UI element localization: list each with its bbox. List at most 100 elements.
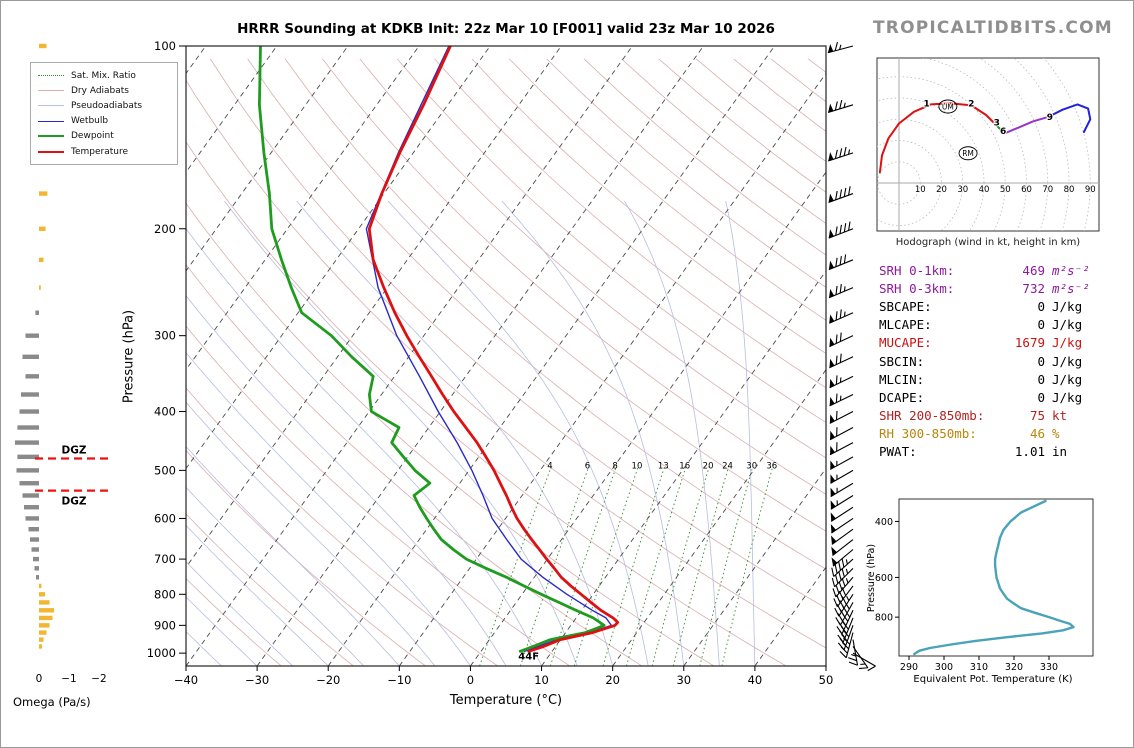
ring-label: 10 [915,185,926,195]
barb-full [835,285,838,295]
omega-bar-down [36,575,39,580]
omega-bar-down [25,374,39,379]
dgz-markers: DGZ DGZ [35,445,113,508]
wind-barb [834,567,854,588]
wind-barb [835,576,854,598]
hodograph-ring [978,58,1049,231]
thetae-pressure-tick: 400 [875,517,893,528]
omega-bar-up [39,285,41,290]
dry-adiabat-line [509,58,826,321]
hodograph-content: 10 20 30 40 50 60 70 80 90 1 2 36 9 UM RM [877,58,1099,231]
barb-full [839,650,847,659]
stat-value: 1679 [1014,335,1045,351]
omega-bar-up [39,623,50,628]
pressure-tick-label: 300 [154,329,176,343]
barb-pennant [829,288,835,298]
stat-label: MLCAPE: [879,317,932,333]
pseudoadiabat-line [186,631,222,666]
legend-item: Dry Adiabats [38,83,170,98]
mixing-ratio-label: 13 [658,461,669,471]
stat-row-sbcape: SBCAPE: 0 J/kg [879,297,1104,315]
barb-full [839,256,842,266]
omega-bar-down [28,527,39,532]
dry-adiabat-line [186,578,282,666]
barb-half [839,44,842,50]
stat-unit: J/kg [1052,335,1083,351]
mixing-ratio-label: 16 [679,461,690,471]
stat-label: DCAPE: [879,389,925,405]
legend-line-sample [38,90,64,92]
stat-value: 0 [1037,317,1045,333]
isotherm-line [683,467,826,666]
barb-full [835,393,838,403]
stat-unit: J/kg [1052,389,1083,405]
omega-bar-down [22,493,39,498]
pseudoadiabat-line [186,486,365,666]
barb-full [843,254,847,264]
wind-barb [832,549,854,567]
wetbulb-line [365,46,613,652]
stat-value: 0 [1037,353,1045,369]
dry-adiabat-line [322,58,826,495]
isotherm-line [470,171,826,666]
skewt-frame [185,45,827,667]
hodograph-ring [877,118,964,231]
barb-full [839,332,842,342]
dry-adiabat-line [284,58,826,532]
pressure-tick-label: 400 [154,405,176,419]
barb-full [833,598,838,607]
pseudoadiabat-line [186,352,471,666]
legend-label: Pseudoadiabats [71,100,143,111]
mixing-ratio-label: 36 [766,461,777,471]
barb-full [843,223,847,233]
barb-full [831,567,835,577]
barb-pennant [830,512,836,522]
pressure-tick-label: 900 [154,618,176,632]
thetae-temp-tick: 310 [970,662,988,673]
omega-bar-up [39,592,45,597]
legend-line-sample [38,105,64,107]
wind-barb [831,517,854,534]
stat-label: SBCAPE: [879,298,932,314]
barb-full [836,626,843,635]
barb-full [837,613,844,622]
stat-row-shr-200-850mb: SHR 200-850mb: 75 kt [879,407,1104,425]
barb-half [846,604,850,610]
temperature-line [367,46,620,653]
barb-half [845,559,848,565]
pseudoadiabat-line [224,200,578,666]
stat-label: MLCIN: [879,371,925,387]
omega-bar-up [39,630,47,635]
stat-unit: J/kg [1052,317,1083,333]
omega-bar-down [24,505,39,510]
isotherm-line [186,46,420,371]
height-marker: 6 [1000,127,1006,137]
hodograph-trace-0-3 [878,102,996,174]
barb-full [843,187,847,197]
dgz-label: DGZ [62,496,87,508]
barb-full [841,568,845,578]
omega-bar-up [39,615,53,621]
temperature-tick-label: 10 [534,673,549,687]
stat-label: SHR 200-850mb: [879,408,985,424]
height-marker: 1 [923,99,929,109]
barb-half [843,311,846,317]
stat-value: 46 [1029,426,1045,442]
barb-full [835,190,838,200]
ring-label: 80 [1064,185,1075,195]
dgz-label: DGZ [62,445,87,457]
mixing-ratio-label: 24 [722,461,733,471]
omega-bar-down [21,392,39,397]
barb-pennant [829,378,835,388]
hodograph-trace-9-12 [1046,103,1092,133]
omega-axis-label: Omega (Pa/s) [13,695,91,709]
omega-bar-down [15,440,39,445]
barb-pennant [830,500,836,510]
barb-full [835,355,838,365]
dewpoint-line [257,46,606,653]
omega-panel: 0 −1 −2 [15,43,107,685]
barb-full [835,334,838,344]
mixing-ratio-line [519,464,590,666]
barb-pennant [830,474,836,484]
legend-label: Wetbulb [71,116,109,127]
